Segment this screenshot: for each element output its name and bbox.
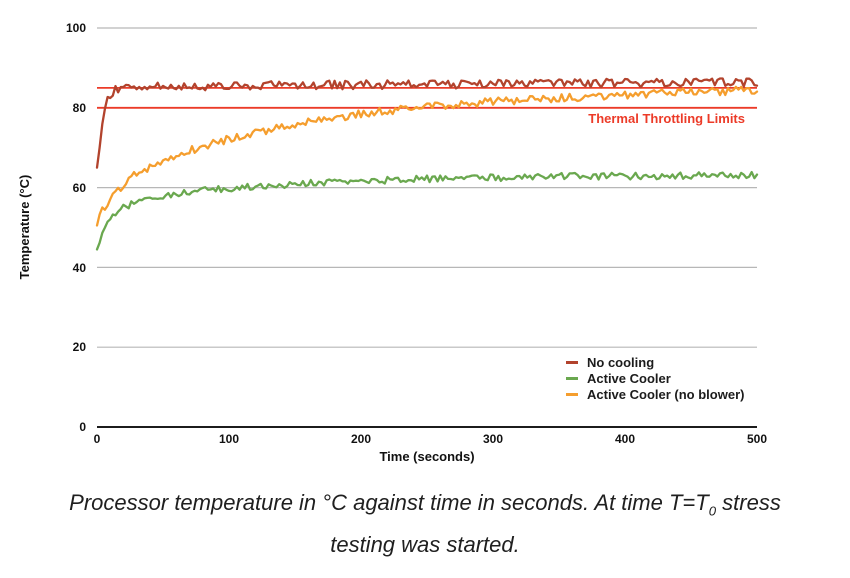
temperature-chart: 100 80 60 40 20 0 0 100 200 300 400 500 … (17, 21, 768, 464)
y-tick-label-40: 40 (72, 261, 86, 275)
legend-swatch-active-cooler (566, 376, 578, 380)
x-axis-title: Time (seconds) (379, 449, 475, 464)
y-tick-label-80: 80 (72, 101, 86, 115)
y-tick-label-0: 0 (79, 420, 86, 434)
legend-swatch-active-cooler-no-blower (566, 392, 578, 396)
thermal-throttling-label: Thermal Throttling Limits (588, 111, 745, 126)
plot-canvas (95, 27, 759, 428)
legend-item-no-cooling: No cooling (566, 354, 744, 370)
subscript-zero: 0 (708, 503, 717, 519)
y-tick-label-100: 100 (65, 21, 86, 35)
x-tick-label-200: 200 (350, 432, 372, 446)
x-tick-label-100: 100 (218, 432, 240, 446)
y-axis-title: Temperature (°C) (17, 174, 32, 280)
legend-swatch-no-cooling (566, 360, 578, 364)
x-tick-label-0: 0 (93, 432, 101, 446)
y-tick-label-60: 60 (72, 181, 86, 195)
x-tick-label-300: 300 (482, 432, 504, 446)
legend: No cooling Active Cooler Active Cooler (… (566, 354, 744, 402)
legend-item-active-cooler: Active Cooler (566, 370, 744, 386)
caption-line-1: Processor temperature in °C against time… (69, 490, 781, 519)
legend-label: Active Cooler (no blower) (587, 386, 745, 402)
y-tick-label-20: 20 (72, 340, 86, 354)
legend-label: No cooling (587, 354, 655, 370)
legend-label: Active Cooler (587, 370, 671, 386)
x-tick-label-500: 500 (746, 432, 768, 446)
x-tick-label-400: 400 (614, 432, 636, 446)
legend-item-active-cooler-no-blower: Active Cooler (no blower) (566, 386, 744, 402)
figure-caption: Processor temperature in °C against time… (0, 486, 850, 562)
caption-line-2: testing was started. (330, 532, 520, 558)
